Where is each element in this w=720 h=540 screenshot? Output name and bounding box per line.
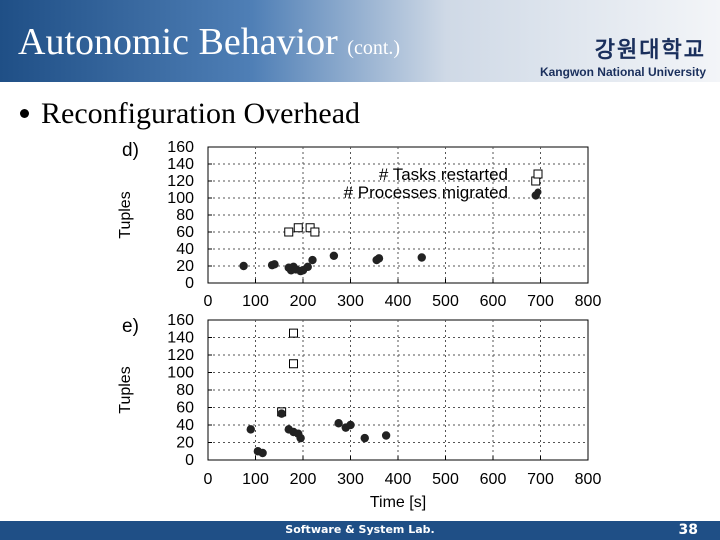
x-tick-label: 600 [480,471,507,488]
y-tick-label: 20 [176,435,194,452]
bullet-icon [20,108,29,118]
x-axis-label: Time [s] [370,494,426,511]
data-point [346,420,355,430]
x-tick-label: 200 [290,293,317,310]
y-tick-label: 140 [167,156,194,173]
x-tick-label: 300 [337,293,364,310]
y-tick-label: 40 [176,417,194,434]
panel-label: d) [122,140,139,161]
x-tick-label: 700 [527,293,554,310]
bullet-item: Reconfiguration Overhead [20,97,360,131]
x-tick-label: 500 [432,293,459,310]
x-tick-label: 800 [575,471,602,488]
data-point [334,419,343,428]
y-tick-label: 0 [185,452,194,469]
y-axis-label: Tuples [117,366,134,413]
x-tick-label: 800 [575,293,602,310]
slide-title: Autonomic Behavior (cont.) [18,20,400,64]
footer-label: Software & System Lab. [285,523,435,536]
legend-entry-label: # Tasks restarted [379,165,508,184]
x-tick-label: 700 [527,471,554,488]
y-tick-label: 120 [167,347,194,364]
logo-english-text: Kangwon National University [539,65,706,79]
chart-panel-1: 0 100 200 300 400 500 600 700 800020406080100120… [117,139,601,310]
x-tick-label: 300 [337,471,364,488]
data-point [310,227,320,237]
y-tick-label: 100 [167,365,194,382]
x-tick-label: 100 [242,293,269,310]
y-tick-label: 80 [176,207,194,224]
x-tick-label: 100 [242,471,269,488]
data-point [289,328,298,338]
slide-header: Autonomic Behavior (cont.) 강원대학교 Kangwon… [0,0,720,82]
y-tick-label: 160 [167,139,194,156]
data-point [381,431,391,440]
slide-footer: Software & System Lab. 38 [0,521,720,540]
y-tick-label: 140 [167,330,194,347]
y-tick-label: 80 [176,382,194,399]
data-point [303,262,312,272]
y-tick-label: 0 [185,275,194,292]
y-axis-label: Tuples [117,191,134,238]
panel-label: e) [122,316,139,337]
data-point [239,261,248,271]
legend-entry-label: # Processes migrated [344,183,508,202]
bullet-text: Reconfiguration Overhead [41,97,361,130]
legend-marker [534,188,542,196]
x-tick-label: 0 [204,293,213,310]
x-tick-label: 400 [385,471,412,488]
data-point [374,254,384,263]
data-point [296,433,305,443]
x-tick-label: 500 [432,471,459,488]
y-tick-label: 20 [176,258,194,275]
data-point [246,425,255,434]
chart-panel-2: 0 100 200 300 400 500 600 700 800020406080100120… [117,312,601,511]
y-tick-label: 160 [167,312,194,329]
slide-title-main: Autonomic Behavior [18,21,338,63]
legend: # Tasks restarted# Processes migrated [344,165,543,202]
data-point [329,251,339,260]
data-point [258,448,267,458]
data-point [270,260,279,269]
data-point [289,359,298,369]
x-tick-label: 0 [204,471,213,488]
data-point [417,253,426,262]
university-logo: 강원대학교 Kangwon National University [536,32,706,79]
data-point [360,433,369,443]
y-tick-label: 40 [176,241,194,258]
y-tick-label: 60 [176,400,194,417]
y-tick-label: 100 [167,190,194,207]
x-tick-label: 600 [480,293,507,310]
logo-korean-text: 강원대학교 [594,38,706,63]
y-tick-label: 120 [167,173,194,190]
y-tick-label: 60 [176,224,194,241]
page-number: 38 [678,522,698,538]
slide-title-suffix: (cont.) [347,37,401,59]
x-tick-label: 200 [290,471,317,488]
x-tick-label: 400 [385,293,412,310]
legend-marker [533,169,543,179]
data-point [308,255,317,265]
data-point [284,227,294,237]
data-point [277,409,286,418]
data-point [293,223,303,233]
